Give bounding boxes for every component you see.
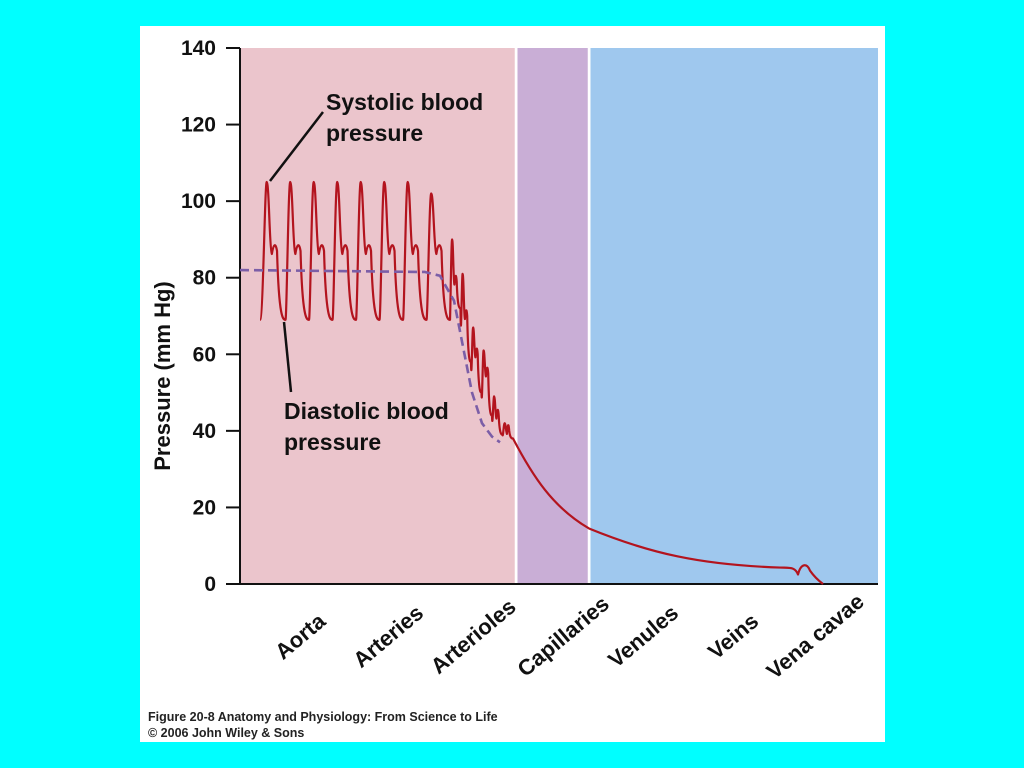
y-tick-label: 80 <box>193 267 216 290</box>
systolic-pointer <box>269 111 324 182</box>
annotations: Systolic blood pressure Diastolic blood pre… <box>269 89 483 455</box>
diastolic-annotation-text: Diastolic blood <box>284 398 449 424</box>
y-tick-label: 140 <box>181 37 216 60</box>
series <box>239 180 824 585</box>
y-tick-label: 60 <box>193 343 216 366</box>
y-tick-label: 20 <box>193 496 216 519</box>
region-venous <box>590 48 878 584</box>
diastolic-pointer <box>282 321 293 393</box>
category-label: Venules <box>603 600 683 673</box>
systolic-diastolic-line <box>258 180 824 585</box>
y-axis-label: Pressure (mm Hg) <box>150 281 175 471</box>
mean-pressure-line <box>239 268 501 444</box>
category-label: Aorta <box>270 608 331 665</box>
vessel-regions <box>240 48 878 584</box>
y-tick-label: 0 <box>204 573 216 596</box>
category-label: Arterioles <box>426 594 521 679</box>
diastolic-annotation-text: pressure <box>284 429 381 455</box>
figure-panel: 0 20 40 60 80 100 120 140 Systolic blood pressur… <box>140 26 885 742</box>
y-tick-label: 40 <box>193 420 216 443</box>
systolic-annotation-text: Systolic blood <box>326 89 483 115</box>
category-label: Veins <box>703 608 763 664</box>
caption-line-1: Figure 20-8 Anatomy and Physiology: From… <box>148 710 498 724</box>
axes: 0 20 40 60 80 100 120 140 <box>181 37 878 596</box>
category-label: Capillaries <box>513 591 614 682</box>
region-capillary <box>517 48 589 584</box>
figure-caption: Figure 20-8 Anatomy and Physiology: From… <box>148 709 498 741</box>
category-label: Vena cavae <box>762 589 869 684</box>
blood-pressure-chart: 0 20 40 60 80 100 120 140 Systolic blood pressur… <box>150 37 878 684</box>
caption-line-2: © 2006 John Wiley & Sons <box>148 726 305 740</box>
y-tick-label: 100 <box>181 190 216 213</box>
systolic-annotation-text: pressure <box>326 120 423 146</box>
y-tick-label: 120 <box>181 114 216 137</box>
category-label: Arteries <box>348 600 428 673</box>
